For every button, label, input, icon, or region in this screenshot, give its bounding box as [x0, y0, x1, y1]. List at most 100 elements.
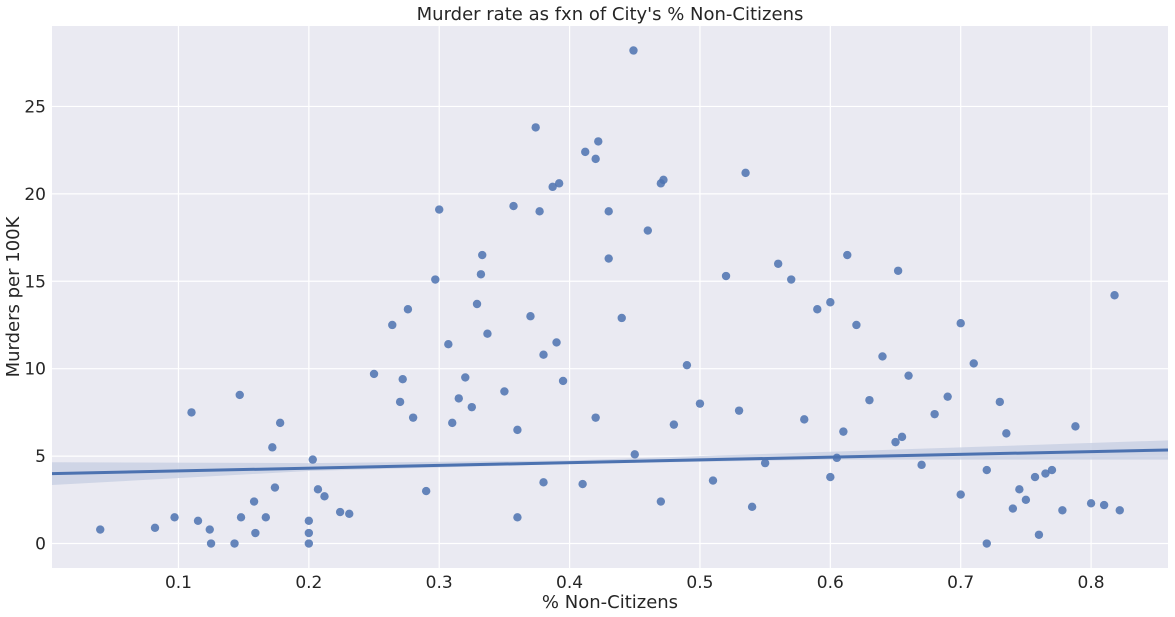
- data-point: [461, 373, 470, 382]
- data-point: [398, 374, 407, 384]
- data-point: [369, 369, 379, 379]
- data-point: [335, 507, 345, 517]
- data-point: [454, 394, 463, 403]
- data-point: [513, 513, 522, 522]
- y-tick-label: 5: [35, 447, 46, 467]
- data-point: [170, 513, 179, 522]
- data-point: [995, 397, 1005, 407]
- data-point: [478, 250, 487, 260]
- y-tick-label: 25: [24, 97, 46, 117]
- data-point: [249, 497, 259, 506]
- data-point: [1086, 499, 1096, 508]
- data-point: [268, 443, 277, 452]
- regression-line-path: [51, 448, 1169, 476]
- x-axis-label: % Non-Citizens: [542, 592, 678, 613]
- data-point: [1047, 465, 1057, 475]
- data-point: [1115, 506, 1124, 515]
- data-point: [708, 476, 718, 485]
- data-point: [509, 201, 518, 211]
- data-point: [205, 525, 214, 534]
- data-point: [448, 418, 457, 428]
- data-point: [956, 319, 965, 328]
- data-point: [604, 254, 613, 263]
- data-point: [554, 179, 564, 188]
- data-point: [581, 147, 590, 157]
- data-point: [388, 320, 397, 330]
- data-point: [878, 352, 887, 361]
- data-point: [403, 305, 413, 314]
- data-point: [891, 437, 900, 447]
- data-point: [1002, 429, 1011, 438]
- data-point: [747, 502, 757, 512]
- data-point: [472, 299, 482, 309]
- data-point: [839, 427, 848, 436]
- data-point: [578, 479, 587, 489]
- data-point: [236, 513, 246, 522]
- data-point: [1008, 504, 1018, 513]
- data-point: [408, 413, 418, 422]
- data-point: [656, 497, 666, 506]
- data-point: [760, 458, 770, 468]
- data-point: [395, 397, 405, 407]
- data-point: [591, 413, 600, 422]
- data-point: [435, 205, 444, 214]
- data-point: [969, 359, 978, 368]
- data-points: [96, 46, 1124, 548]
- data-point: [304, 539, 314, 548]
- y-axis-label: Murders per 100K: [3, 215, 24, 377]
- data-point: [800, 415, 809, 424]
- data-point: [904, 371, 913, 380]
- data-point: [721, 271, 731, 281]
- x-tick-label: 0.5: [686, 573, 713, 593]
- data-point: [643, 226, 653, 235]
- data-point: [476, 270, 486, 279]
- data-point: [917, 460, 926, 470]
- regression-line: [51, 448, 1169, 476]
- data-point: [235, 390, 244, 400]
- data-point: [669, 420, 679, 429]
- data-point: [96, 525, 105, 534]
- data-point: [421, 486, 431, 496]
- data-point: [526, 312, 535, 321]
- data-point: [552, 338, 561, 347]
- data-point: [897, 432, 907, 442]
- data-point: [1034, 530, 1044, 539]
- x-tick-label: 0.4: [556, 573, 583, 593]
- x-tick-label: 0.7: [947, 573, 974, 593]
- data-point: [1041, 469, 1050, 478]
- data-point: [261, 513, 271, 522]
- data-point: [206, 539, 216, 548]
- data-point: [982, 465, 991, 475]
- data-point: [1030, 472, 1040, 482]
- data-point: [1058, 506, 1067, 515]
- x-tick-label: 0.2: [295, 573, 322, 593]
- data-point: [659, 175, 668, 185]
- data-point: [1071, 422, 1080, 431]
- data-point: [500, 387, 509, 396]
- y-axis-ticks: 0 5 10 15 20 25: [24, 97, 46, 554]
- data-point: [1099, 500, 1109, 510]
- data-point: [1021, 495, 1031, 505]
- plot-area: [52, 26, 1168, 568]
- data-point: [193, 516, 203, 525]
- data-point: [982, 539, 991, 548]
- data-point: [187, 408, 196, 417]
- data-point: [943, 392, 952, 401]
- x-tick-label: 0.3: [426, 573, 453, 593]
- data-point: [930, 409, 939, 419]
- data-point: [630, 450, 639, 459]
- x-tick-label: 0.6: [817, 573, 844, 593]
- data-point: [304, 528, 314, 538]
- data-point: [594, 137, 603, 146]
- data-point: [741, 168, 750, 178]
- data-point: [558, 376, 568, 386]
- data-point: [826, 298, 835, 307]
- data-point: [843, 250, 852, 260]
- data-point: [467, 402, 477, 412]
- data-point: [531, 123, 540, 132]
- data-point: [852, 320, 861, 330]
- data-point: [734, 406, 744, 415]
- data-point: [813, 305, 822, 314]
- x-axis-ticks: 0.1 0.2 0.3 0.4 0.5 0.6 0.7 0.8: [165, 573, 1105, 593]
